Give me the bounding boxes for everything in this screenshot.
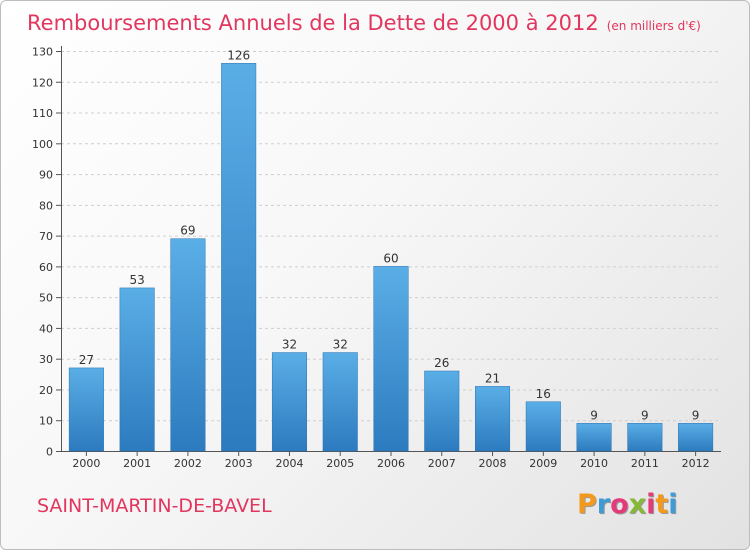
- x-tick-label-2008: 2008: [479, 457, 507, 470]
- value-label-2003: 126: [227, 48, 250, 62]
- value-label-2000: 27: [79, 353, 94, 367]
- bar-2008: [475, 386, 511, 452]
- y-tick-label: 90: [39, 169, 53, 182]
- bars: [68, 63, 714, 452]
- y-tick-label: 80: [39, 199, 53, 212]
- x-tick-label-2000: 2000: [72, 457, 100, 470]
- bar-2007: [424, 370, 460, 452]
- value-label-2010: 9: [590, 408, 598, 422]
- x-tick-label-2010: 2010: [580, 457, 608, 470]
- bar-2005: [322, 352, 358, 452]
- x-tick-label-2006: 2006: [377, 457, 405, 470]
- x-tick-label-2002: 2002: [174, 457, 202, 470]
- value-label-2006: 60: [383, 251, 398, 265]
- commune-name: SAINT-MARTIN-DE-BAVEL: [37, 495, 272, 517]
- value-label-2008: 21: [485, 371, 500, 385]
- x-tick-label-2011: 2011: [631, 457, 659, 470]
- bar-2012: [678, 423, 714, 452]
- y-tick-label: 60: [39, 261, 53, 274]
- axes: 0 10 20 30 40 50 60 70 80 90 100 110 120 130 2000 2001 2…: [32, 46, 721, 470]
- bar-2004: [271, 352, 307, 452]
- y-tick-label: 120: [32, 76, 53, 89]
- x-tick-label-2012: 2012: [682, 457, 710, 470]
- value-label-2005: 32: [333, 338, 348, 352]
- bar-2001: [119, 287, 155, 452]
- y-tick-label: 40: [39, 322, 53, 335]
- y-tick-label: 100: [32, 138, 53, 151]
- y-tick-label: 0: [46, 446, 53, 459]
- logo-letter: P: [577, 489, 597, 520]
- x-tick-label-2001: 2001: [123, 457, 151, 470]
- chart-unit: (en milliers d'€): [606, 19, 701, 33]
- bar-2002: [170, 238, 206, 452]
- x-tick-label-2009: 2009: [529, 457, 557, 470]
- logo-letter: r: [596, 489, 611, 520]
- bar-2003: [221, 63, 257, 452]
- y-tick-label: 20: [39, 384, 53, 397]
- bar-2009: [525, 401, 561, 452]
- value-label-2001: 53: [130, 273, 145, 287]
- value-label-2012: 9: [692, 408, 700, 422]
- logo-letter: t: [655, 489, 669, 520]
- x-tick-label-2003: 2003: [225, 457, 253, 470]
- value-label-2009: 16: [536, 387, 551, 401]
- bar-2006: [373, 266, 409, 452]
- bar-2000: [68, 367, 104, 452]
- y-tick-label: 50: [39, 292, 53, 305]
- y-tick-label: 70: [39, 230, 53, 243]
- chart-title: Remboursements Annuels de la Dette de 20…: [27, 9, 701, 40]
- x-tick-label-2005: 2005: [326, 457, 354, 470]
- value-label-2011: 9: [641, 408, 649, 422]
- logo-letter: i: [646, 489, 656, 520]
- value-label-2002: 69: [180, 224, 195, 238]
- proxiti-logo: Proxiti: [577, 489, 678, 520]
- logo-letter: i: [668, 489, 678, 520]
- value-label-2007: 26: [434, 356, 449, 370]
- bar-2011: [627, 423, 663, 452]
- y-tick-label: 30: [39, 353, 53, 366]
- chart-title-text: Remboursements Annuels de la Dette de 20…: [27, 11, 599, 35]
- y-tick-label: 10: [39, 415, 53, 428]
- logo-letter: x: [628, 489, 647, 520]
- logo-letter: o: [610, 489, 629, 520]
- bar-2010: [576, 423, 612, 452]
- y-tick-label: 130: [32, 46, 53, 59]
- y-tick-label: 110: [32, 107, 53, 120]
- data-labels: 27 53 69 126 32 32 60 26 21 16 9 9 9: [79, 48, 700, 422]
- value-label-2004: 32: [282, 338, 297, 352]
- x-tick-label-2007: 2007: [428, 457, 456, 470]
- x-tick-label-2004: 2004: [275, 457, 303, 470]
